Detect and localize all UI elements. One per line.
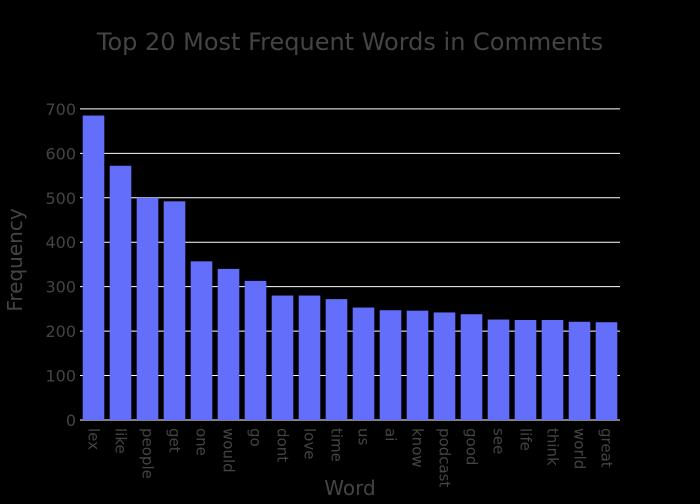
- x-tick-label: get: [166, 428, 184, 453]
- y-tick-label: 600: [45, 144, 76, 163]
- x-tick-label: dont: [274, 428, 292, 462]
- bar-go[interactable]: [244, 280, 267, 420]
- y-tick-label: 200: [45, 322, 76, 341]
- y-tick-label: 400: [45, 233, 76, 252]
- y-tick-label: 300: [45, 278, 76, 297]
- bar-ai[interactable]: [379, 310, 402, 420]
- y-tick-label: 100: [45, 367, 76, 386]
- x-tick-label: life: [517, 428, 535, 451]
- bar-time[interactable]: [325, 299, 348, 420]
- gridlines: [80, 108, 620, 421]
- bars: [82, 115, 618, 421]
- x-tick-label: world: [571, 428, 589, 469]
- x-tick-label: great: [598, 428, 616, 468]
- x-tick-label: ai: [382, 428, 400, 441]
- bar-podcast[interactable]: [433, 312, 456, 420]
- bar-dont[interactable]: [271, 295, 294, 420]
- x-tick-label: lex: [85, 428, 103, 450]
- x-tick-label: good: [463, 428, 481, 465]
- x-tick-label: would: [220, 428, 238, 473]
- bar-life[interactable]: [514, 320, 537, 420]
- x-tick-label: like: [112, 428, 130, 454]
- bar-see[interactable]: [487, 319, 510, 420]
- bar-one[interactable]: [190, 261, 213, 420]
- bar-know[interactable]: [406, 310, 429, 420]
- y-tick-label: 0: [66, 411, 76, 430]
- x-tick-label: see: [490, 428, 508, 454]
- y-tick-label: 500: [45, 189, 76, 208]
- y-tick-label: 700: [45, 100, 76, 119]
- bar-lex[interactable]: [82, 115, 105, 421]
- x-axis-ticks: lex like people get one would go dont love time us…: [85, 428, 616, 487]
- bar-get[interactable]: [163, 201, 186, 420]
- x-axis-title: Word: [324, 476, 375, 500]
- bar-us[interactable]: [352, 307, 375, 420]
- x-tick-label: think: [544, 428, 562, 466]
- x-tick-label: time: [328, 428, 346, 462]
- bar-great[interactable]: [595, 322, 618, 420]
- y-axis-ticks: 0 100 200 300 400 500 600 700: [45, 100, 76, 430]
- x-tick-label: know: [409, 428, 427, 468]
- y-axis-title: Frequency: [3, 208, 27, 311]
- x-tick-label: go: [247, 428, 265, 447]
- chart-title: Top 20 Most Frequent Words in Comments: [96, 28, 603, 56]
- bar-think[interactable]: [541, 320, 564, 420]
- bar-world[interactable]: [568, 321, 591, 420]
- bar-would[interactable]: [217, 268, 240, 420]
- x-tick-label: podcast: [436, 428, 454, 487]
- x-tick-label: us: [355, 428, 373, 446]
- bar-good[interactable]: [460, 314, 483, 420]
- bar-love[interactable]: [298, 295, 321, 420]
- bar-like[interactable]: [109, 165, 132, 420]
- bar-people[interactable]: [136, 197, 159, 420]
- x-tick-label: love: [301, 428, 319, 459]
- x-tick-label: people: [139, 428, 157, 479]
- x-tick-label: one: [193, 428, 211, 456]
